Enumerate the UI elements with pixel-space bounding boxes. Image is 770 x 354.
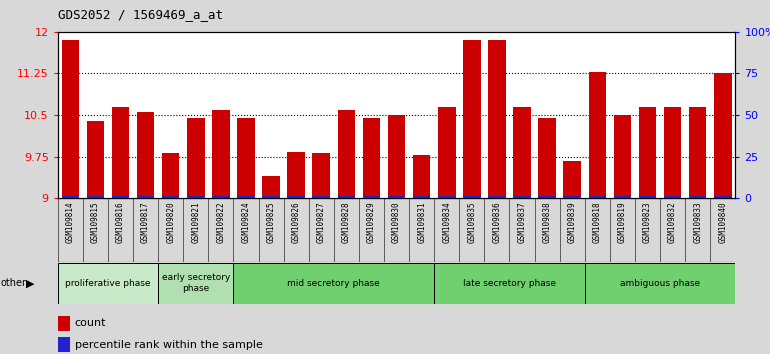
Bar [514,196,531,198]
FancyBboxPatch shape [158,263,233,304]
Bar [162,153,179,198]
Text: count: count [75,318,106,329]
Text: GSM109829: GSM109829 [367,201,376,243]
Bar [514,107,531,198]
Text: percentile rank within the sample: percentile rank within the sample [75,339,263,350]
Bar [62,196,79,198]
Text: GSM109828: GSM109828 [342,201,351,243]
Bar [237,196,255,198]
Bar [263,176,280,198]
Bar [714,196,732,198]
Text: GSM109831: GSM109831 [417,201,426,243]
Bar [689,196,707,198]
Bar [86,121,104,198]
Text: GSM109818: GSM109818 [593,201,602,243]
Text: ▶: ▶ [26,278,35,288]
Text: GSM109824: GSM109824 [242,201,250,243]
Text: proliferative phase: proliferative phase [65,279,151,288]
Bar [463,196,480,198]
Bar [538,196,556,198]
Bar [664,107,681,198]
Bar [187,118,205,198]
Bar [413,196,430,198]
Text: GSM109816: GSM109816 [116,201,125,243]
Bar [112,196,129,198]
Bar [388,115,405,198]
Text: GSM109836: GSM109836 [493,201,501,243]
FancyBboxPatch shape [584,263,735,304]
Bar [438,107,456,198]
Text: ambiguous phase: ambiguous phase [620,279,700,288]
Bar [588,196,606,198]
Bar [237,118,255,198]
Text: GSM109827: GSM109827 [316,201,326,243]
Bar [538,118,556,198]
Bar [137,196,154,198]
Bar [413,155,430,198]
Bar [639,107,656,198]
Text: mid secretory phase: mid secretory phase [287,279,380,288]
Bar [263,196,280,198]
Text: late secretory phase: late secretory phase [463,279,556,288]
Bar [62,40,79,198]
Bar [639,196,656,198]
FancyBboxPatch shape [233,263,434,304]
Bar [86,196,104,198]
FancyBboxPatch shape [58,263,158,304]
Bar [212,109,229,198]
Text: GSM109835: GSM109835 [467,201,477,243]
Text: GSM109825: GSM109825 [266,201,276,243]
Bar [488,40,506,198]
Text: GSM109820: GSM109820 [166,201,176,243]
Text: GSM109814: GSM109814 [65,201,75,243]
Text: GSM109823: GSM109823 [643,201,652,243]
Text: GSM109815: GSM109815 [91,201,100,243]
Bar [488,196,506,198]
Bar [388,196,405,198]
Bar [313,153,330,198]
Bar [112,107,129,198]
Text: GSM109837: GSM109837 [517,201,527,243]
Bar [614,196,631,198]
Text: GSM109822: GSM109822 [216,201,226,243]
Text: GSM109838: GSM109838 [543,201,551,243]
Bar [58,316,70,331]
Bar [714,74,732,198]
Bar [564,196,581,198]
Bar [137,112,154,198]
Bar [588,72,606,198]
Bar [363,118,380,198]
Text: GSM109817: GSM109817 [141,201,150,243]
Bar [337,196,355,198]
Bar [58,337,70,352]
Text: GSM109833: GSM109833 [693,201,702,243]
Bar [664,196,681,198]
Bar [614,115,631,198]
Text: GSM109830: GSM109830 [392,201,401,243]
Bar [212,196,229,198]
Text: GSM109832: GSM109832 [668,201,677,243]
Bar [313,196,330,198]
Bar [564,160,581,198]
Bar [363,196,380,198]
Text: GDS2052 / 1569469_a_at: GDS2052 / 1569469_a_at [58,8,223,21]
Text: GSM109840: GSM109840 [718,201,728,243]
Bar [187,196,205,198]
FancyBboxPatch shape [434,263,584,304]
Bar [287,196,305,198]
Text: early secretory
phase: early secretory phase [162,274,230,293]
Bar [337,109,355,198]
Bar [287,152,305,198]
Text: GSM109834: GSM109834 [442,201,451,243]
Text: GSM109821: GSM109821 [191,201,200,243]
Text: other: other [1,278,27,288]
Bar [438,196,456,198]
Text: GSM109826: GSM109826 [292,201,300,243]
Bar [689,107,707,198]
Text: GSM109819: GSM109819 [618,201,627,243]
Bar [463,40,480,198]
Bar [162,196,179,198]
Text: GSM109839: GSM109839 [567,201,577,243]
